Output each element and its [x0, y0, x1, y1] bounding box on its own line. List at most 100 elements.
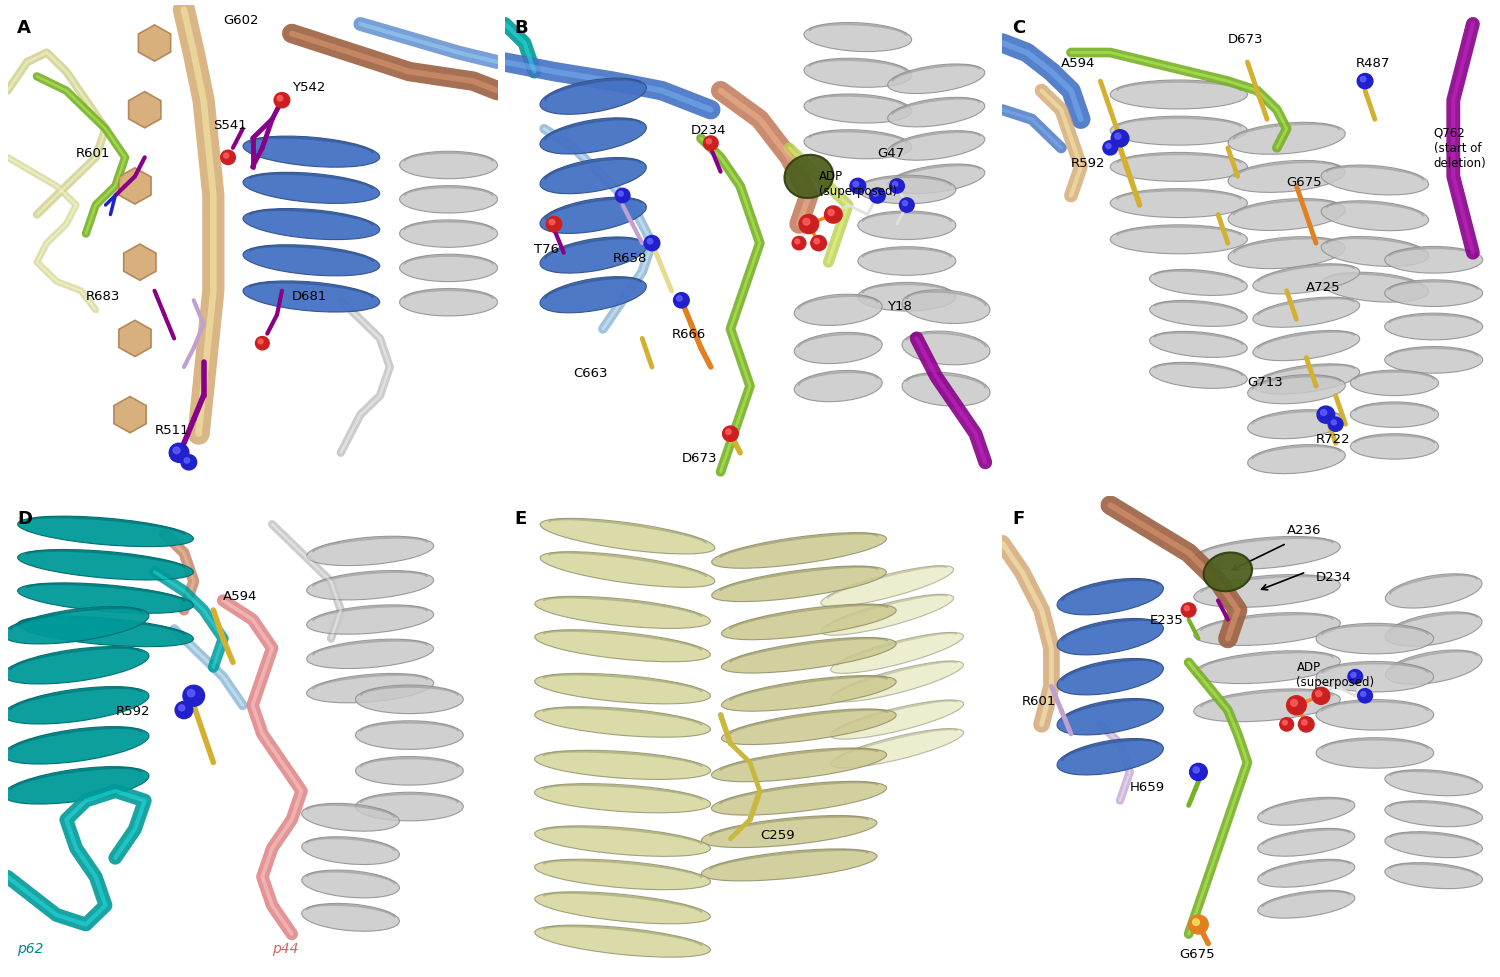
Ellipse shape	[3, 687, 148, 724]
Ellipse shape	[1248, 409, 1346, 439]
Circle shape	[900, 198, 914, 212]
Circle shape	[706, 139, 711, 144]
Ellipse shape	[1228, 198, 1346, 231]
Circle shape	[1112, 130, 1130, 147]
Ellipse shape	[1257, 828, 1354, 856]
Ellipse shape	[858, 211, 956, 239]
Circle shape	[792, 236, 806, 250]
Ellipse shape	[534, 826, 711, 856]
Text: ADP
(superposed): ADP (superposed)	[1296, 661, 1374, 689]
Text: T76: T76	[534, 242, 560, 256]
Circle shape	[1287, 696, 1306, 715]
Ellipse shape	[18, 549, 194, 580]
Text: R487: R487	[1356, 57, 1389, 69]
Text: A725: A725	[1306, 280, 1341, 294]
Ellipse shape	[540, 519, 716, 554]
Circle shape	[255, 336, 268, 350]
Ellipse shape	[302, 871, 399, 898]
Ellipse shape	[302, 803, 399, 831]
Circle shape	[1302, 720, 1306, 725]
Ellipse shape	[888, 64, 986, 94]
Text: S541: S541	[213, 119, 248, 132]
Ellipse shape	[711, 532, 886, 569]
Ellipse shape	[1384, 314, 1482, 340]
Ellipse shape	[1110, 189, 1248, 218]
Ellipse shape	[18, 583, 194, 614]
Text: C259: C259	[760, 828, 795, 842]
Ellipse shape	[1386, 573, 1482, 608]
Ellipse shape	[831, 632, 963, 673]
Ellipse shape	[888, 131, 986, 160]
Ellipse shape	[1194, 536, 1341, 570]
Circle shape	[892, 182, 898, 187]
Ellipse shape	[1386, 650, 1482, 684]
Circle shape	[726, 429, 730, 435]
Ellipse shape	[1316, 623, 1434, 654]
Circle shape	[890, 179, 904, 193]
Ellipse shape	[1228, 160, 1346, 192]
Ellipse shape	[1110, 225, 1248, 254]
Text: G602: G602	[224, 14, 258, 27]
Text: E: E	[514, 510, 526, 528]
Circle shape	[850, 179, 865, 193]
Text: Q762
(start of
deletion): Q762 (start of deletion)	[1434, 127, 1486, 170]
Text: Y18: Y18	[886, 300, 912, 313]
Ellipse shape	[534, 673, 711, 703]
Circle shape	[1184, 606, 1190, 611]
Text: E235: E235	[1149, 615, 1184, 627]
Ellipse shape	[902, 331, 990, 364]
Ellipse shape	[18, 616, 194, 647]
Ellipse shape	[722, 675, 896, 711]
Ellipse shape	[1384, 831, 1482, 858]
Ellipse shape	[1384, 801, 1482, 827]
Circle shape	[549, 220, 555, 225]
Ellipse shape	[1322, 200, 1428, 231]
Text: ADP
(superposed): ADP (superposed)	[819, 170, 897, 198]
Text: D673: D673	[1228, 33, 1263, 46]
Text: R683: R683	[86, 290, 120, 303]
Circle shape	[1282, 720, 1287, 725]
Circle shape	[1114, 133, 1120, 139]
Ellipse shape	[356, 721, 464, 749]
Ellipse shape	[888, 164, 986, 193]
Circle shape	[815, 238, 819, 244]
Circle shape	[903, 200, 908, 206]
Ellipse shape	[243, 208, 380, 239]
Ellipse shape	[1228, 122, 1346, 154]
Text: R601: R601	[1022, 696, 1056, 708]
Ellipse shape	[831, 700, 963, 740]
Ellipse shape	[821, 566, 954, 607]
Ellipse shape	[1203, 552, 1252, 591]
Ellipse shape	[702, 816, 877, 848]
Text: F: F	[1013, 510, 1025, 528]
Ellipse shape	[302, 836, 399, 865]
Ellipse shape	[306, 605, 434, 634]
Ellipse shape	[3, 767, 148, 804]
Ellipse shape	[534, 859, 711, 890]
Ellipse shape	[702, 849, 877, 881]
Ellipse shape	[795, 294, 882, 325]
Ellipse shape	[1386, 612, 1482, 646]
Circle shape	[546, 217, 562, 232]
Ellipse shape	[1194, 613, 1341, 646]
Circle shape	[188, 690, 195, 697]
Circle shape	[828, 209, 834, 215]
Ellipse shape	[1257, 890, 1354, 918]
Ellipse shape	[1058, 699, 1164, 735]
Ellipse shape	[1194, 651, 1341, 684]
Text: D673: D673	[681, 452, 717, 465]
Text: R592: R592	[1071, 157, 1106, 170]
Ellipse shape	[1149, 362, 1248, 389]
Ellipse shape	[1149, 331, 1248, 358]
Circle shape	[1360, 692, 1366, 697]
Circle shape	[723, 426, 738, 442]
Ellipse shape	[858, 282, 956, 311]
Text: C: C	[1013, 20, 1026, 37]
Circle shape	[184, 457, 189, 463]
Circle shape	[178, 705, 184, 711]
Ellipse shape	[536, 630, 711, 661]
Circle shape	[1106, 144, 1112, 149]
Ellipse shape	[1384, 279, 1482, 307]
Ellipse shape	[784, 154, 832, 198]
Ellipse shape	[243, 281, 380, 312]
